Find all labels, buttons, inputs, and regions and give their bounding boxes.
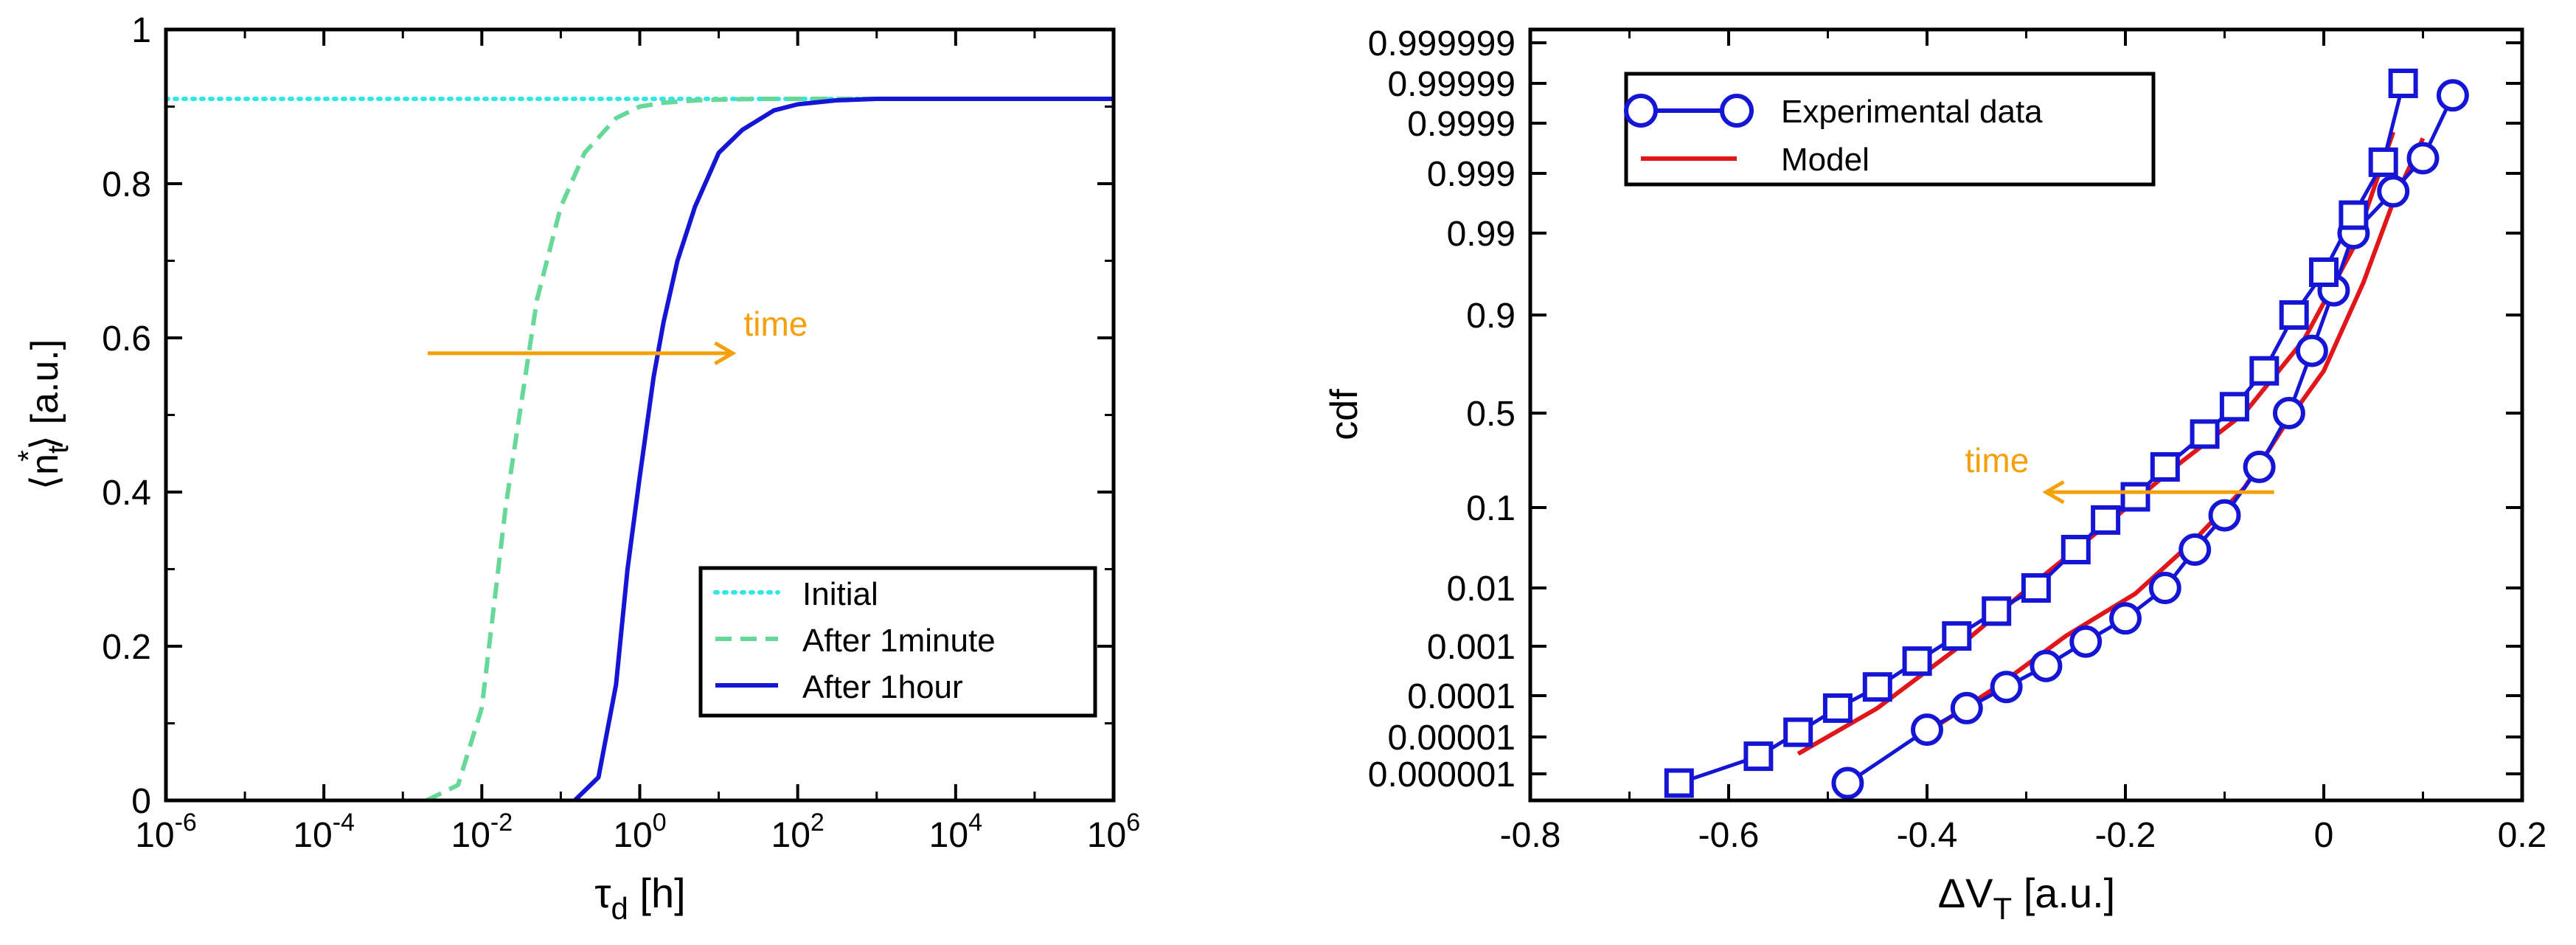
data-point-circle: [1911, 713, 1943, 747]
y-tick-label-right: 0.99: [1447, 215, 1516, 254]
y-tick-label-left: 0.4: [102, 474, 151, 513]
y-tick-label-right: 0.1: [1466, 489, 1516, 528]
x-tick-label-left: 102: [771, 809, 824, 855]
series-after-minute: [426, 97, 1114, 800]
data-point-square: [2120, 482, 2150, 512]
time-label-right: time: [1965, 441, 2029, 480]
data-point-square: [2339, 200, 2369, 230]
y-axis-label-right: cdf: [1323, 389, 1366, 440]
legend-label-initial: Initial: [802, 576, 878, 612]
data-point-square: [1743, 741, 1774, 772]
data-point-square: [2061, 535, 2091, 564]
y-tick-label-left: 0.6: [102, 319, 151, 359]
x-tick-label-left: 106: [1087, 809, 1140, 855]
y-tick-label-right: 0.0001: [1407, 677, 1516, 716]
x-tick-label-right: -0.8: [1500, 816, 1561, 855]
x-tick-label-right: 0: [2314, 816, 2334, 855]
legend-box-right: [1624, 72, 2156, 187]
data-point-square: [2309, 257, 2339, 287]
data-point-circle: [1831, 766, 1864, 800]
x-tick-label-right: -0.4: [1897, 816, 1958, 855]
data-point-square: [2249, 356, 2280, 386]
data-point-square: [1982, 596, 2012, 626]
data-point-circle: [2272, 397, 2305, 429]
x-tick-label-left: 10-4: [293, 809, 355, 855]
data-point-square: [1862, 672, 1892, 702]
data-point-circle: [2179, 533, 2212, 566]
data-point-square: [2388, 69, 2418, 98]
y-tick-label-right: 0.01: [1447, 570, 1516, 609]
time-arrowhead-right: [2042, 480, 2065, 505]
data-point-square: [2021, 573, 2051, 603]
y-tick-label-right: 0.00001: [1387, 719, 1516, 758]
x-tick-label-left: 104: [929, 809, 982, 855]
legend-right: Experimental data Model: [1624, 72, 2156, 187]
data-point-square: [1783, 717, 1813, 747]
series-after-hour: [573, 97, 1114, 800]
data-point-circle: [2436, 79, 2469, 112]
legend-label-experimental: Experimental data: [1781, 94, 2043, 130]
x-tick-label-left: 10-6: [135, 809, 197, 855]
data-point-circle: [2208, 499, 2241, 532]
time-arrowhead-left: [714, 341, 737, 366]
y-tick-label-right: 0.9: [1466, 297, 1516, 336]
y-tick-label-right: 0.001: [1427, 628, 1516, 667]
data-point-circle: [2377, 175, 2410, 208]
data-point-square: [2279, 300, 2309, 330]
data-point-square: [1822, 693, 1853, 723]
x-tick-label-right: -0.2: [2095, 816, 2156, 855]
model-curve-later: [1796, 131, 2396, 756]
data-point-square: [1664, 768, 1694, 798]
data-point-circle: [2109, 602, 2142, 635]
data-point-square: [1942, 621, 1972, 651]
y-tick-label-right: 0.999: [1427, 155, 1516, 194]
data-point-circle: [2295, 334, 2328, 367]
chart-left-occupancy: time 10-6 10-4 10-2 100 102 104 106 0 0.2 0.4 0.6 0…: [13, 11, 1140, 926]
data-point-circle: [2069, 625, 2103, 658]
data-point-square: [2368, 147, 2398, 177]
y-tick-label-left: 0.8: [102, 165, 151, 204]
y-tick-label-left: 0: [131, 782, 151, 821]
y-axis-label-left: ⟨nt*⟩ [a.u.]: [13, 339, 74, 490]
data-point-square: [2219, 392, 2249, 422]
data-point-circle: [2243, 450, 2276, 483]
y-tick-label-right: 0.9999: [1407, 105, 1516, 144]
y-tick-label-right: 0.99999: [1387, 65, 1516, 104]
y-tick-label-right: 0.999999: [1368, 24, 1516, 63]
time-label-left: time: [743, 305, 808, 343]
y-tick-label-right: 0.5: [1466, 395, 1516, 434]
x-tick-label-left: 100: [613, 809, 666, 855]
data-point-circle: [2406, 142, 2440, 175]
legend-label-model: Model: [1781, 142, 1869, 178]
x-tick-label-right: -0.6: [1698, 816, 1760, 855]
data-point-circle: [2030, 649, 2063, 682]
legend-label-after-minute: After 1minute: [802, 623, 996, 659]
y-tick-label-left: 1: [131, 11, 151, 50]
x-axis-label-left: τd [h]: [594, 870, 685, 926]
data-point-circle: [1950, 691, 1983, 724]
x-tick-label-left: 10-2: [451, 809, 513, 855]
legend-marker-experimental-right: [1720, 94, 1754, 128]
data-point-circle: [2148, 572, 2181, 604]
data-point-square: [2091, 505, 2121, 535]
data-point-square: [1902, 646, 1932, 676]
legend-left: Initial After 1minute After 1hour: [698, 566, 1097, 718]
x-tick-label-right: 0.2: [2498, 816, 2547, 855]
legend-marker-experimental-left: [1624, 94, 1658, 128]
y-tick-label-left: 0.2: [102, 628, 151, 667]
data-point-square: [2190, 419, 2220, 449]
chart-right-cdf: time -0.8 -0.6 -0.4 -0.2 0 0.2 0.0000010.00001…: [1323, 24, 2547, 926]
data-point-circle: [1990, 671, 2023, 704]
data-point-square: [2150, 451, 2180, 482]
legend-label-after-hour: After 1hour: [802, 669, 963, 705]
x-axis-label-right: ΔVT [a.u.]: [1938, 870, 2116, 926]
y-tick-label-right: 0.000001: [1368, 755, 1516, 795]
